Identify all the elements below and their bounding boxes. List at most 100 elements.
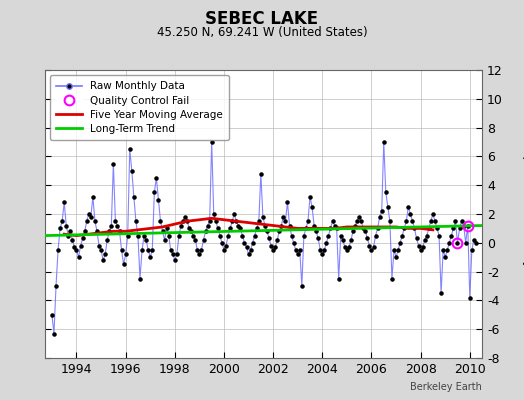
Point [222,242,230,249]
Point [124,232,132,239]
Y-axis label: Temperature Anomaly (°C): Temperature Anomaly (°C) [522,130,524,298]
Point [111,218,119,224]
Point [169,251,177,258]
Point [86,214,95,220]
Point [339,237,347,243]
Text: Berkeley Earth: Berkeley Earth [410,382,482,392]
Point [353,218,362,224]
Point [255,218,263,224]
Point [246,247,255,253]
Point [56,225,64,232]
Point [174,232,183,239]
Point [384,204,392,210]
Point [154,196,162,203]
Point [343,247,351,253]
Point [355,214,363,220]
Point [377,208,386,214]
Point [177,222,185,229]
Point [216,232,224,239]
Point [234,222,243,229]
Point [52,283,60,289]
Point [241,240,249,246]
Point [388,276,396,282]
Point [283,199,292,206]
Point [318,251,326,258]
Point [199,237,208,243]
Point [347,237,355,243]
Point [226,225,234,232]
Point [224,232,232,239]
Point [173,251,181,258]
Point [433,225,441,232]
Point [429,211,437,217]
Point [72,247,81,253]
Point [394,247,402,253]
Point [464,222,472,229]
Point [466,294,474,301]
Point [132,218,140,224]
Point [341,244,349,250]
Point [412,235,421,242]
Point [183,218,191,224]
Point [437,290,445,296]
Point [449,225,457,232]
Point [322,240,331,246]
Point [417,247,425,253]
Point [306,194,314,200]
Point [424,225,433,232]
Point [310,222,318,229]
Point [376,214,384,220]
Point [470,237,478,243]
Point [320,247,329,253]
Point [406,211,414,217]
Point [107,222,115,229]
Point [443,247,452,253]
Point [312,228,320,234]
Point [128,168,136,174]
Point [138,247,146,253]
Point [421,237,429,243]
Point [439,247,447,253]
Point [390,247,398,253]
Point [331,222,339,229]
Point [261,222,269,229]
Point [326,225,335,232]
Point [129,194,138,200]
Point [300,232,308,239]
Point [329,218,337,224]
Point [414,242,423,249]
Point [148,247,157,253]
Point [70,244,79,250]
Point [293,251,302,258]
Point [236,225,245,232]
Point [367,247,376,253]
Point [467,247,476,253]
Point [379,139,388,145]
Point [472,240,480,246]
Point [212,218,220,224]
Point [257,170,265,177]
Point [48,312,56,318]
Point [332,225,341,232]
Point [62,222,70,229]
Point [302,225,310,232]
Point [460,222,468,229]
Point [162,225,171,232]
Point [435,232,443,239]
Point [351,222,359,229]
Point [279,214,288,220]
Point [50,330,58,337]
Point [208,139,216,145]
Point [68,237,77,243]
Point [269,247,277,253]
Point [374,225,382,232]
Text: SEBEC LAKE: SEBEC LAKE [205,10,319,28]
Point [277,222,286,229]
Text: 45.250 N, 69.241 W (United States): 45.250 N, 69.241 W (United States) [157,26,367,39]
Point [119,261,128,268]
Point [359,225,367,232]
Point [146,254,155,260]
Point [259,214,267,220]
Point [91,218,99,224]
Point [83,218,91,224]
